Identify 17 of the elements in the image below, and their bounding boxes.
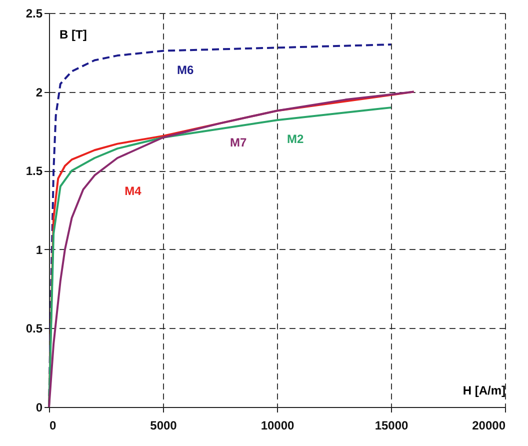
series-label: M7 <box>230 135 247 150</box>
y-tick-label: 0 <box>36 400 43 414</box>
x-tick-label: 20000 <box>472 418 506 432</box>
x-tick-label: 5000 <box>150 418 178 432</box>
x-tick-label: 0 <box>50 418 56 432</box>
y-axis-title: B [T] <box>60 28 87 42</box>
x-tick-label: 10000 <box>260 418 295 432</box>
y-tick-label: 2.5 <box>26 6 43 20</box>
series-label: M2 <box>287 132 304 146</box>
y-tick-label: 2 <box>36 85 43 100</box>
text: M4 <box>124 184 142 198</box>
x-tick-label: 15000 <box>374 418 409 432</box>
x-axis-title: H [A/m] <box>462 384 506 398</box>
series-label: M6 <box>177 62 194 77</box>
y-tick-label: 1.5 <box>26 164 43 178</box>
y-tick-label: 0.5 <box>26 322 43 336</box>
y-tick-label: 1 <box>36 242 43 257</box>
